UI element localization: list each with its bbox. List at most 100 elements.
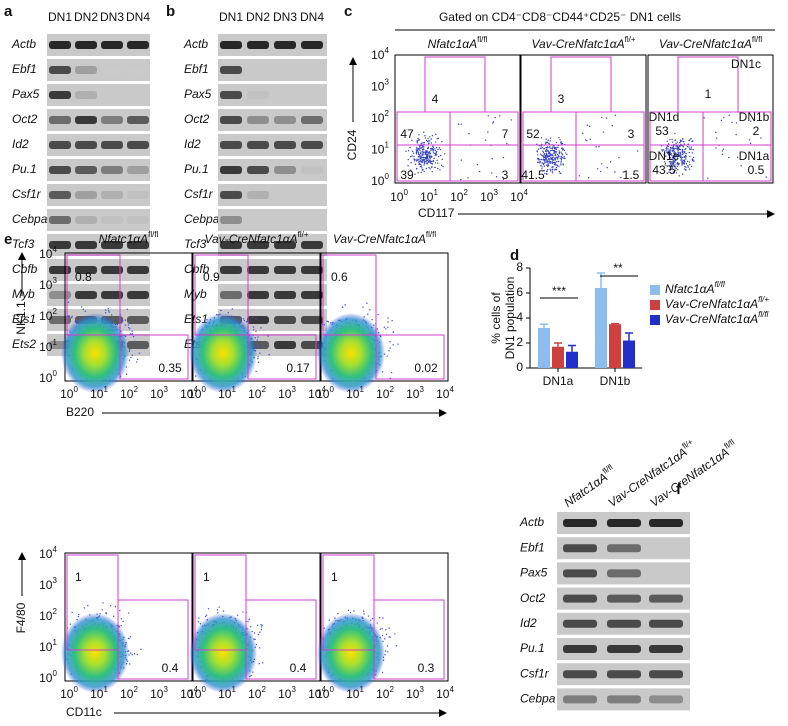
cell-dot [680,157,681,158]
cell-dot [384,638,385,639]
cell-dot [736,122,737,123]
legend-entry: Vav-CreNfatc1αAfl/+ [665,295,769,311]
cell-dot [220,310,221,311]
cell-dot [78,616,79,617]
plot-title-main: Nfatc1αA [99,232,149,246]
cell-dot [671,139,672,140]
cell-dot [246,321,247,322]
cell-dot [261,626,262,627]
cell-dot [672,141,673,142]
cell-dot [679,142,680,143]
cell-dot [435,167,436,168]
cell-dot [405,151,406,152]
y-tick-label: 103 [371,78,389,94]
legend-sup: fl/fl [758,310,768,319]
band [101,66,123,74]
gene-label: Pu.1 [184,162,209,176]
cell-dot [677,141,678,142]
cell-dot [257,358,258,359]
cell-dot [126,374,127,375]
band [563,670,597,678]
cell-dot [217,612,218,613]
x-tick-label-base: 10 [218,687,232,701]
cell-dot [547,164,548,165]
cell-dot [217,609,218,610]
plot-title: Nfatc1αAfl/fl [428,35,488,51]
cell-dot [547,140,548,141]
cell-dot [430,148,431,149]
band [607,620,641,628]
band [127,116,149,124]
y-tick-label-base: 10 [39,640,53,654]
x-tick-label: 100 [390,188,408,204]
cell-dot [556,157,557,158]
cell-dot [679,175,680,176]
band [649,620,683,628]
band [220,191,242,199]
legend-entry: Vav-CreNfatc1αAfl/fl [665,310,769,326]
cell-dot [420,156,421,157]
x-tick-label-base: 10 [150,687,164,701]
cell-dot [468,133,469,134]
cell-dot [544,159,545,160]
cell-dot [548,151,549,152]
cell-dot [237,614,238,615]
cell-dot [132,333,133,334]
cell-dot [419,139,420,140]
x-tick-label: 102 [450,188,468,204]
cell-dot [606,117,607,118]
x-tick-label: DN1b [600,374,631,388]
cell-dot [240,316,241,317]
cell-dot [110,605,111,606]
y-tick-label-base: 10 [39,309,53,323]
cell-dot [419,157,420,158]
band [274,166,296,174]
cell-dot [678,164,679,165]
cell-dot [111,314,112,315]
lane-label: DN3 [273,10,297,24]
cell-dot [440,149,441,150]
lane-label: DN2 [246,10,270,24]
cell-dot [555,159,556,160]
x-axis-label: B220 [66,405,94,419]
band [274,291,296,299]
cell-dot [685,169,686,170]
cell-dot [547,147,548,148]
y-tick-label: 102 [39,607,57,623]
x-tick-label: DN1a [543,374,574,388]
y-tick-label: 100 [39,369,57,385]
cell-dot [434,155,435,156]
cell-dot [353,610,354,611]
cell-dot [421,169,422,170]
cell-dot [426,163,427,164]
density [317,613,385,693]
band [220,116,242,124]
legend-sup: fl/fl [715,280,725,289]
band [274,266,296,274]
cell-dot [545,141,546,142]
error-bar [611,324,619,325]
cell-dot [426,168,427,169]
cell-dot [129,663,130,664]
cell-dot [387,326,388,327]
x-tick-label: 102 [248,685,266,701]
cell-dot [218,606,219,607]
cell-dot [130,636,131,637]
x-tick-label-exp: 0 [73,385,78,394]
cell-dot [377,314,378,315]
cell-dot [128,612,129,613]
cell-dot [432,135,433,136]
cell-dot [542,150,543,151]
cell-dot [337,613,338,614]
x-tick-label-exp: 3 [419,385,424,394]
y-tick-label-base: 10 [39,247,53,261]
gate-value: 0.02 [414,361,438,375]
gate-value: 47 [400,127,414,141]
cell-dot [442,166,443,167]
cell-dot [421,167,422,168]
band [563,544,597,552]
cell-dot [548,165,549,166]
cell-dot [257,356,258,357]
plot-frame [395,55,520,183]
bar [609,324,621,368]
